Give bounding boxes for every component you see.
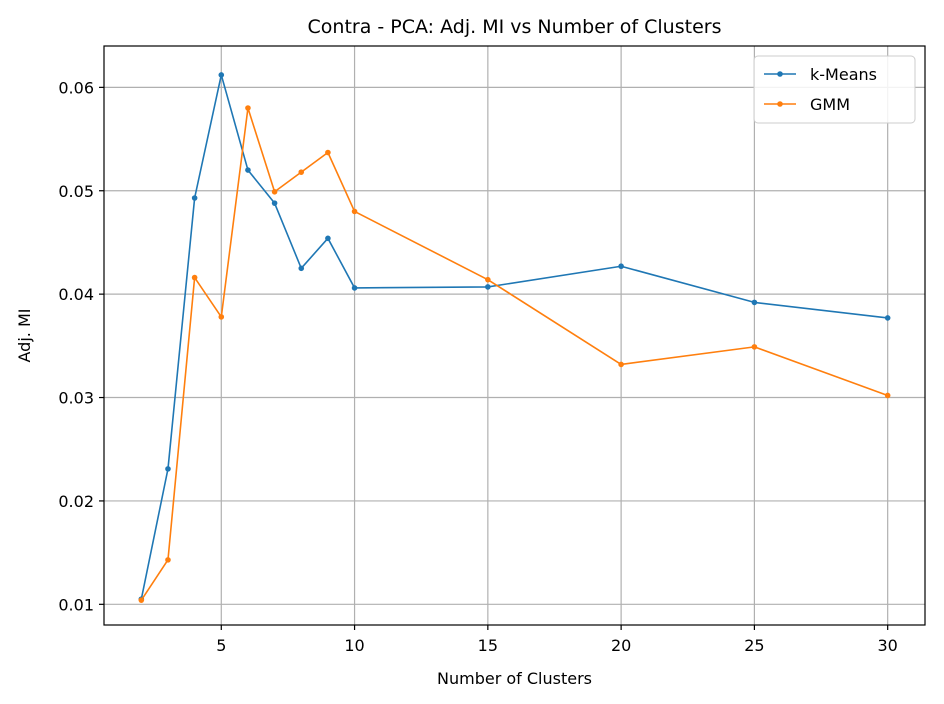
data-point xyxy=(298,169,305,175)
data-point xyxy=(138,597,145,603)
chart-title: Contra - PCA: Adj. MI vs Number of Clust… xyxy=(308,16,722,38)
series-line xyxy=(140,74,888,600)
data-point xyxy=(751,344,758,350)
data-point xyxy=(351,285,358,291)
legend-swatch-marker xyxy=(777,101,783,107)
data-point xyxy=(325,235,331,242)
data-point xyxy=(191,274,198,281)
data-point xyxy=(165,557,171,563)
data-point xyxy=(218,314,225,320)
legend-item: k-Means xyxy=(764,65,877,84)
series-kmeans xyxy=(138,72,891,602)
series-gmm xyxy=(138,105,891,603)
data-point xyxy=(271,188,278,195)
data-point xyxy=(751,299,758,306)
data-point xyxy=(165,466,171,472)
data-point xyxy=(325,149,331,156)
legend-label: GMM xyxy=(810,95,850,114)
series-layer xyxy=(138,72,891,603)
data-point xyxy=(884,392,891,399)
data-point xyxy=(618,361,624,368)
legend-swatch-marker xyxy=(777,71,783,77)
data-point xyxy=(485,284,491,290)
legend-label: k-Means xyxy=(810,65,877,84)
y-tick-label: 0.01 xyxy=(58,595,94,614)
x-axis-title: Number of Clusters xyxy=(437,669,592,688)
legend-box xyxy=(753,55,916,124)
y-tick-label: 0.03 xyxy=(58,389,94,408)
legend: k-Means GMM xyxy=(753,55,916,124)
grid xyxy=(104,46,925,625)
y-tick-label: 0.06 xyxy=(58,78,94,97)
x-tick-label: 25 xyxy=(744,636,764,655)
data-point xyxy=(191,195,198,201)
y-tick-label: 0.04 xyxy=(58,285,94,304)
data-point xyxy=(245,105,251,111)
y-tick-label: 0.05 xyxy=(58,182,94,201)
data-point xyxy=(298,265,305,272)
plot-frame xyxy=(103,45,926,626)
data-point xyxy=(485,276,491,283)
data-point xyxy=(245,167,251,173)
data-point xyxy=(884,315,891,321)
x-tick-label: 15 xyxy=(478,636,498,655)
series-line xyxy=(140,107,888,601)
x-tick-label: 10 xyxy=(344,636,364,655)
data-point xyxy=(351,208,358,215)
data-point xyxy=(618,263,624,270)
x-tick-label: 5 xyxy=(216,636,226,655)
axis-ticks: 5 10 15 20 25 30 0.01 0.02 0.03 0.04 0.05 0.06 xyxy=(58,78,897,655)
x-tick-label: 30 xyxy=(878,636,898,655)
y-tick-label: 0.02 xyxy=(58,492,94,511)
y-axis-title: Adj. MI xyxy=(15,309,34,363)
x-tick-label: 20 xyxy=(611,636,631,655)
legend-item: GMM xyxy=(764,95,850,114)
data-point xyxy=(218,72,225,78)
data-point xyxy=(271,200,278,206)
